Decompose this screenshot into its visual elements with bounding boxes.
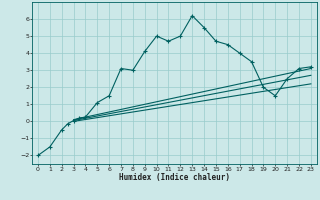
X-axis label: Humidex (Indice chaleur): Humidex (Indice chaleur) [119, 173, 230, 182]
